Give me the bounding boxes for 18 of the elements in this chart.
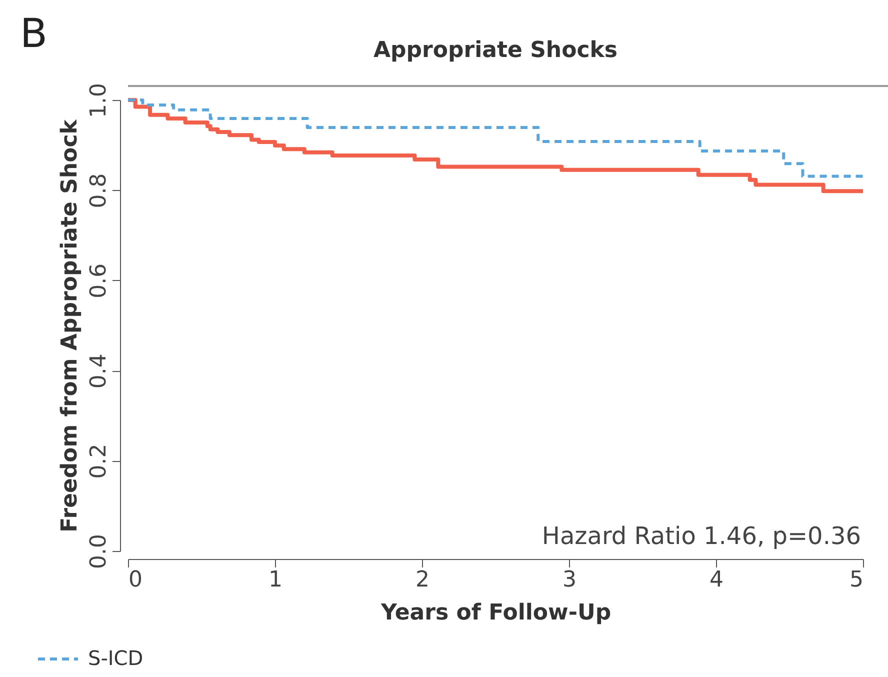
y-tick-label: 0.4 [86,354,112,389]
y-tick-label: 1.0 [86,83,112,118]
x-tick-label: 5 [850,568,864,592]
x-tick-label: 1 [268,568,282,592]
x-tick-label: 2 [416,568,430,592]
legend-label: S-ICD [88,646,144,670]
y-tick-label: 0.8 [86,173,112,208]
text: B [20,11,48,57]
y-axis-title: Freedom from Appropriate Shock [58,118,82,532]
x-tick-label: 4 [710,568,724,592]
y-tick-label: 0.6 [86,263,112,298]
x-tick-label: 0 [128,568,142,592]
chart-title: Appropriate Shocks [374,38,618,63]
x-axis-title: Years of Follow-Up [380,600,612,626]
y-tick-label: 0.2 [86,444,112,479]
annotation: Hazard Ratio 1.46, p=0.36 [542,522,861,550]
x-tick-label: 3 [562,568,576,592]
y-tick-label: 0.0 [86,534,112,569]
